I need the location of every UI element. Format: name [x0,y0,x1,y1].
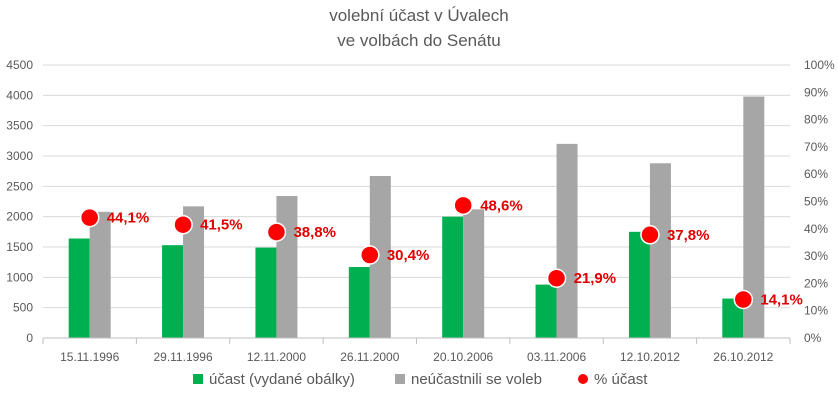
percent-points: 44,1% 41,5% 38,8% 30,4% 48,6% 21,9% 37,8% 14,1% [79,195,803,310]
legend-label-neucastnili: neúčastnili se voleb [411,371,542,388]
bar-ucast [348,267,370,338]
percent-point [266,222,287,242]
bars [68,96,765,339]
y-tick-label: 500 [13,301,33,315]
percent-label: 30,4% [387,247,430,264]
percent-label: 38,8% [293,224,336,241]
percent-label: 14,1% [760,292,803,309]
bar-ucast [442,216,464,338]
x-tick-label: 29.11.1996 [153,350,212,364]
y-tick-label: 2000 [6,210,33,224]
legend-swatch-ucast [193,374,203,384]
x-tick-label: 12.11.2000 [247,350,306,364]
x-tick-label: 03.11.2006 [527,350,586,364]
axes: 0 500 1000 1500 2000 2500 3000 3500 4000 4500 0% 10… [6,58,835,364]
legend-label-ucast: účast (vydané obálky) [209,371,355,388]
y-tick-label: 1000 [6,270,33,284]
x-tick-label: 12.10.2012 [620,350,680,364]
percent-label: 37,8% [667,227,710,244]
bar-neucastnili [649,163,671,338]
legend: účast (vydané obálky) neúčastnili se vole… [193,371,648,388]
bar-neucastnili [89,211,111,338]
chart-subtitle: ve volbách do Senátu [337,31,501,50]
bar-neucastnili [183,206,205,338]
x-tick-label: 15.11.1996 [60,350,119,364]
x-tick-label: 26.11.2000 [340,350,399,364]
y2-tick-label: 60% [804,167,828,181]
y2-tick-label: 10% [804,304,828,318]
bar-ucast [722,298,744,338]
legend-label-percent: % účast [594,371,648,388]
percent-point [640,225,660,245]
percent-point [733,289,754,310]
percent-point [173,214,193,235]
bar-neucastnili [276,196,298,338]
bar-neucastnili [556,143,578,338]
y2-tick-label: 20% [804,276,828,290]
bar-neucastnili [369,176,391,338]
y-tick-label: 4500 [6,58,33,72]
chart-title: volební účast v Úvalech [329,6,509,25]
percent-point [453,195,473,216]
x-tick-label: 20.10.2006 [433,350,493,364]
y-tick-label: 0 [26,331,33,345]
y2-tick-label: 0% [804,331,822,345]
y2-tick-label: 30% [804,249,828,263]
y-tick-label: 3000 [6,149,33,163]
bar-neucastnili [463,209,485,338]
x-tick-label: 26.10.2012 [713,350,773,364]
percent-point [360,245,380,265]
y2-tick-label: 70% [804,140,828,154]
percent-label: 48,6% [480,197,523,214]
percent-label: 41,5% [200,217,243,234]
legend-marker-percent [578,374,588,384]
bar-ucast [255,247,277,338]
bar-neucastnili [743,96,765,339]
percent-label: 44,1% [107,210,150,227]
bar-ucast [628,231,650,338]
bar-ucast [68,238,90,338]
y2-tick-label: 50% [804,195,828,209]
y-tick-label: 3500 [6,119,33,133]
y2-tick-label: 100% [804,58,835,72]
percent-point [79,207,100,228]
y2-tick-label: 80% [804,113,828,127]
y-tick-label: 2500 [6,179,33,193]
gridlines [43,64,790,309]
y2-tick-label: 40% [804,222,828,236]
y-tick-label: 1500 [6,240,33,254]
legend-swatch-neucastnili [395,374,405,384]
y-tick-label: 4000 [6,88,33,102]
percent-label: 21,9% [574,270,617,287]
bar-ucast [535,284,557,338]
bar-ucast [162,245,184,338]
percent-point [546,268,567,288]
y2-tick-label: 90% [804,85,828,99]
